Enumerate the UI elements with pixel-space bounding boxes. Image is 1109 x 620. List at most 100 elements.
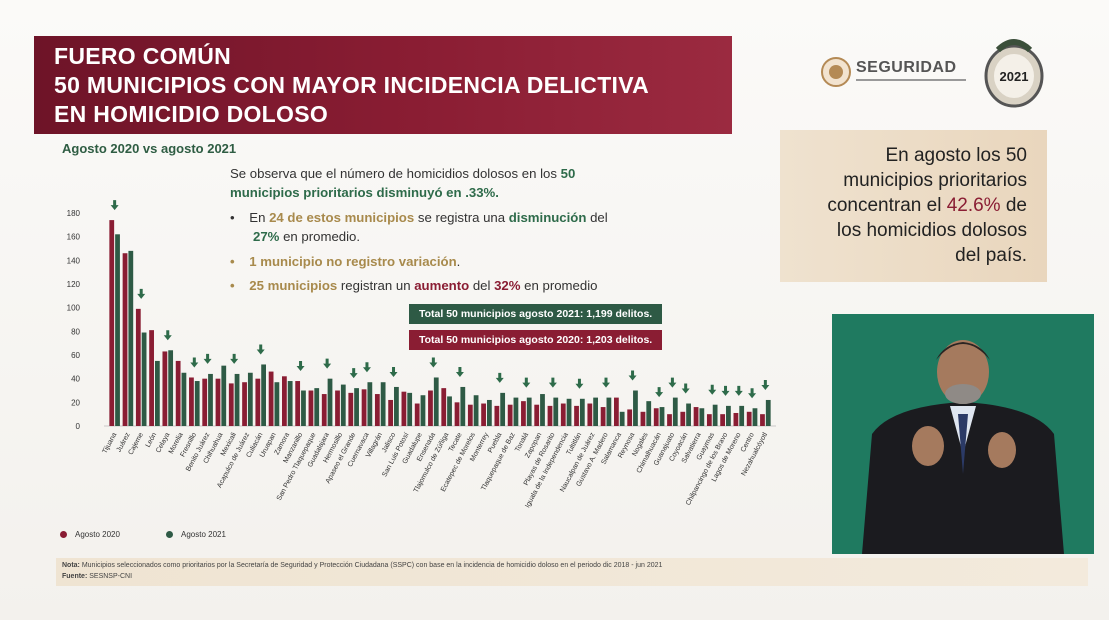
wordmark-underline [856, 79, 966, 81]
seguridad-wordmark: SEGURIDAD [856, 59, 957, 76]
bar-2020 [215, 378, 221, 426]
bar-2021 [221, 365, 227, 426]
bar-2021 [553, 397, 559, 426]
bar-2020 [255, 378, 261, 426]
bar-2021 [327, 378, 333, 426]
bar-2020 [653, 408, 659, 426]
bar-2021 [712, 404, 718, 426]
bar-2020 [122, 253, 128, 426]
bar-2021 [500, 392, 506, 426]
bar-2020 [321, 394, 327, 426]
bar-2021 [739, 405, 745, 426]
bar-2020 [268, 371, 274, 426]
bar-2021 [606, 397, 612, 426]
x-tick-label: Nezahualcóyotl [740, 431, 769, 477]
bar-chart: 0 20 40 60 80 100 120 140 160 180 TijuanaJuárezCa… [67, 200, 776, 509]
decrease-arrow-icon [761, 379, 770, 390]
bar-2021 [340, 384, 346, 426]
y-tick-label: 0 [76, 422, 81, 431]
bar-2020 [109, 220, 115, 426]
bullet-1-cont: 27% en promedio. [253, 229, 361, 244]
decrease-arrow-icon [110, 200, 119, 211]
bar-2020 [547, 405, 553, 426]
bar-2021 [367, 382, 373, 426]
bar-2021 [141, 332, 147, 426]
bar-2021 [234, 373, 240, 426]
bar-2021 [633, 390, 638, 426]
decrease-arrow-icon [721, 385, 730, 396]
bar-2021 [659, 407, 665, 426]
highlight-card: En agosto los 50 municipios prioritarios… [780, 130, 1047, 282]
decrease-markers [110, 200, 770, 399]
bar-2020 [667, 414, 672, 426]
bar-2021 [752, 408, 758, 426]
bar-2021 [579, 398, 585, 426]
bar-2020 [428, 390, 433, 426]
decrease-arrow-icon [628, 370, 637, 381]
sign-language-interpreter-video [832, 314, 1094, 554]
bar-2021 [287, 381, 293, 426]
bar-2021 [274, 382, 280, 426]
decrease-arrow-icon [602, 377, 610, 388]
bar-2021 [168, 350, 174, 426]
y-tick-label: 40 [71, 375, 80, 384]
bar-2020 [335, 390, 340, 426]
bullet-2: • 1 municipio no registro variación. [230, 254, 461, 269]
bar-2020 [627, 409, 633, 426]
bar-2021 [115, 234, 120, 426]
decrease-arrow-icon [256, 344, 265, 355]
bar-2021 [314, 388, 320, 426]
y-tick-label: 80 [71, 327, 80, 336]
bar-2021 [208, 373, 213, 426]
bar-2021 [447, 396, 452, 426]
bar-2021 [765, 399, 771, 426]
bar-2021 [433, 377, 439, 426]
bar-2020 [228, 383, 234, 426]
bar-2020 [693, 407, 699, 426]
footnote-fuente: Fuente: SESNSP-CNI [62, 573, 133, 580]
bar-2021 [646, 401, 652, 426]
bar-2020 [149, 330, 154, 426]
y-tick-label: 60 [71, 351, 80, 360]
bar-2020 [388, 399, 394, 426]
bar-2020 [640, 411, 646, 426]
bar-2020 [560, 403, 566, 426]
decrease-arrow-icon [734, 385, 743, 396]
bar-2021 [194, 381, 200, 426]
legend-2021-swatch [166, 531, 173, 539]
y-tick-label: 100 [67, 304, 81, 313]
bar-2021 [181, 372, 187, 426]
y-tick-label: 20 [71, 398, 80, 407]
bar-2020 [760, 414, 765, 426]
decrease-arrow-icon [548, 377, 557, 388]
bar-2020 [414, 403, 420, 426]
bar-2021 [128, 250, 134, 426]
bar-2021 [699, 408, 705, 426]
decrease-arrow-icon [522, 377, 531, 388]
bar-2020 [706, 414, 712, 426]
bar-2020 [680, 411, 686, 426]
bar-2021 [672, 397, 678, 426]
card-line-5: del país. [955, 245, 1027, 266]
legend-2021: Agosto 2021 [166, 530, 226, 539]
seal-icon [984, 39, 1044, 108]
bar-2021 [154, 360, 160, 426]
bar-2021 [380, 382, 386, 426]
bar-2021 [726, 405, 731, 426]
bullet-1: • En 24 de estos municipios se registra … [230, 210, 608, 225]
bar-2020 [587, 403, 593, 426]
decrease-arrow-icon [495, 372, 504, 383]
interpreter-figure-icon [862, 340, 1064, 554]
bar-2021 [526, 397, 532, 426]
bar-2020 [467, 404, 473, 426]
decrease-arrow-icon [681, 383, 690, 394]
bar-2021 [420, 395, 426, 426]
bar-2021 [261, 364, 267, 426]
decrease-arrow-icon [349, 368, 358, 379]
bar-2020 [481, 403, 486, 426]
bar-2021 [394, 386, 399, 426]
decrease-arrow-icon [163, 330, 172, 341]
bicentennial-seal: 2021 [984, 36, 1044, 108]
